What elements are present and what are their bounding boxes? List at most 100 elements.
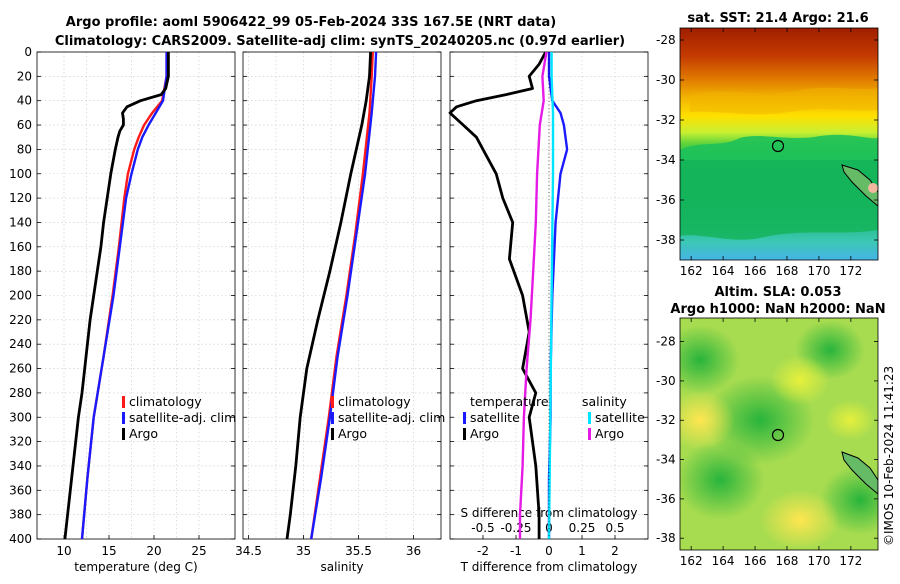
sst-map-frame [679, 27, 879, 261]
map-lat-tick-label: -28 [656, 335, 676, 349]
depth-tick-label: 200 [9, 289, 32, 303]
sla-map [680, 318, 878, 550]
difference-xlabel: T difference from climatology [460, 560, 638, 574]
map-lon-tick-label: 166 [744, 264, 767, 278]
map-lat-tick-label: -38 [656, 233, 676, 247]
depth-tick-label: 140 [9, 215, 32, 229]
depth-tick-label: 60 [17, 118, 32, 132]
temperature-tick-label: 25 [191, 544, 206, 558]
legend-label-t-argo: Argo [470, 426, 499, 441]
temperature-legend: climatology satellite-adj. clim Argo [122, 394, 236, 441]
salinity-axes [242, 51, 442, 540]
legend-label-climatology: climatology [338, 394, 411, 409]
depth-tick-label: 180 [9, 264, 32, 278]
legend-swatch-climatology [331, 396, 334, 408]
difference-series-temperature-argo [448, 51, 547, 539]
temperature-x-axis: 10 15 20 25 [56, 544, 206, 558]
legend-label-climatology: climatology [129, 394, 202, 409]
difference-x-axis: -2 -1 0 1 2 [477, 544, 619, 558]
figure-title-line2: Climatology: CARS2009. Satellite-adj cli… [55, 34, 625, 49]
salinity-tick-label: 35 [296, 544, 311, 558]
map-lat-tick-label: -32 [656, 413, 676, 427]
legend-label-satellite: satellite-adj. clim [338, 410, 445, 425]
sla-map-frame [679, 317, 879, 551]
salinity-series-argo [285, 51, 372, 540]
temperature-tick-label: 10 [56, 544, 71, 558]
legend-swatch-satellite [331, 412, 334, 424]
legend-swatch-t-satellite [463, 412, 466, 424]
legend-label-s-satellite: satellite [595, 410, 645, 425]
map-lat-tick-label: -30 [656, 73, 676, 87]
depth-tick-label: 240 [9, 337, 32, 351]
legend-label-t-satellite: satellite [470, 410, 520, 425]
sst-map-title: sat. SST: 21.4 Argo: 21.6 [687, 11, 868, 26]
sst-argo-location-marker [771, 139, 785, 153]
legend-label-argo: Argo [129, 426, 158, 441]
salinity-tick-label: 36 [406, 544, 421, 558]
depth-tick-label: 320 [9, 435, 32, 449]
map-lon-tick-label: 162 [680, 554, 703, 568]
depth-tick-label: 80 [17, 142, 32, 156]
s-difference-tick-label: -0.25 [500, 521, 531, 535]
difference-legend: temperature salinity satellite Argo sate… [463, 394, 645, 441]
depth-tick-label: 0 [24, 45, 32, 59]
legend-swatch-argo [122, 428, 125, 440]
map-lon-tick-label: 170 [807, 264, 830, 278]
depth-tick-label: 360 [9, 483, 32, 497]
temperature-axes [36, 51, 236, 540]
map-lat-tick-label: -34 [656, 153, 676, 167]
map-axes: -28 -30 -32 -34 -36 -38 162 164 166 168 170 172 -28 -… [656, 28, 878, 568]
depth-axis: 0 20 40 60 80 100 120 140 160 180 200 220 240 260 280 3… [9, 45, 32, 546]
map-lon-tick-label: 166 [744, 554, 767, 568]
sla-map-title-line2: Argo h1000: NaN h2000: NaN [670, 302, 885, 317]
map-lon-tick-label: 172 [839, 264, 862, 278]
map-lon-tick-label: 164 [712, 554, 735, 568]
map-lon-tick-label: 168 [776, 554, 799, 568]
legend-swatch-t-argo [463, 428, 466, 440]
legend-label-argo: Argo [338, 426, 367, 441]
legend-swatch-s-argo [588, 428, 591, 440]
map-lat-tick-label: -36 [656, 193, 676, 207]
difference-tick-label: 2 [611, 544, 619, 558]
depth-tick-label: 160 [9, 240, 32, 254]
depth-tick-label: 100 [9, 167, 32, 181]
legend-label-s-argo: Argo [595, 426, 624, 441]
sst-map [680, 28, 878, 260]
sla-map-title-line1: Altim. SLA: 0.053 [715, 285, 842, 300]
temperature-series-argo [63, 52, 170, 540]
map-lat-tick-label: -36 [656, 492, 676, 506]
difference-series-salinity-satellite [547, 52, 555, 540]
difference-tick-label: 1 [578, 544, 586, 558]
depth-tick-label: 300 [9, 410, 32, 424]
temperature-xlabel: temperature (deg C) [74, 560, 197, 574]
salinity-tick-label: 35.5 [345, 544, 372, 558]
difference-series-salinity-argo [518, 51, 548, 539]
salinity-xlabel: salinity [320, 560, 363, 574]
depth-tick-label: 280 [9, 386, 32, 400]
salinity-x-axis: 34.5 35 35.5 36 [235, 544, 421, 558]
depth-tick-label: 20 [17, 69, 32, 83]
temperature-tick-label: 20 [146, 544, 161, 558]
legend-swatch-s-satellite [588, 412, 591, 424]
s-difference-tick-label: -0.5 [471, 521, 494, 535]
legend-swatch-climatology [122, 396, 125, 408]
map-lat-tick-label: -30 [656, 374, 676, 388]
sla-argo-location-marker [771, 428, 785, 442]
map-lat-tick-label: -34 [656, 453, 676, 467]
s-difference-tick-label: 0.5 [605, 521, 624, 535]
temperature-tick-label: 15 [101, 544, 116, 558]
map-lon-tick-label: 168 [776, 264, 799, 278]
map-lat-tick-label: -32 [656, 113, 676, 127]
depth-tick-label: 40 [17, 94, 32, 108]
depth-tick-label: 380 [9, 508, 32, 522]
salinity-series-satellite-adj-clim [310, 51, 378, 540]
legend-label-satellite: satellite-adj. clim [129, 410, 236, 425]
map-lat-tick-label: -38 [656, 531, 676, 545]
legend-swatch-satellite [122, 412, 125, 424]
legend-title-salinity: salinity [582, 394, 627, 409]
s-difference-top-axis: -0.5 -0.25 0 0.25 0.5 [471, 521, 624, 535]
depth-tick-label: 220 [9, 313, 32, 327]
depth-tick-label: 120 [9, 191, 32, 205]
map-lon-tick-label: 164 [712, 264, 735, 278]
